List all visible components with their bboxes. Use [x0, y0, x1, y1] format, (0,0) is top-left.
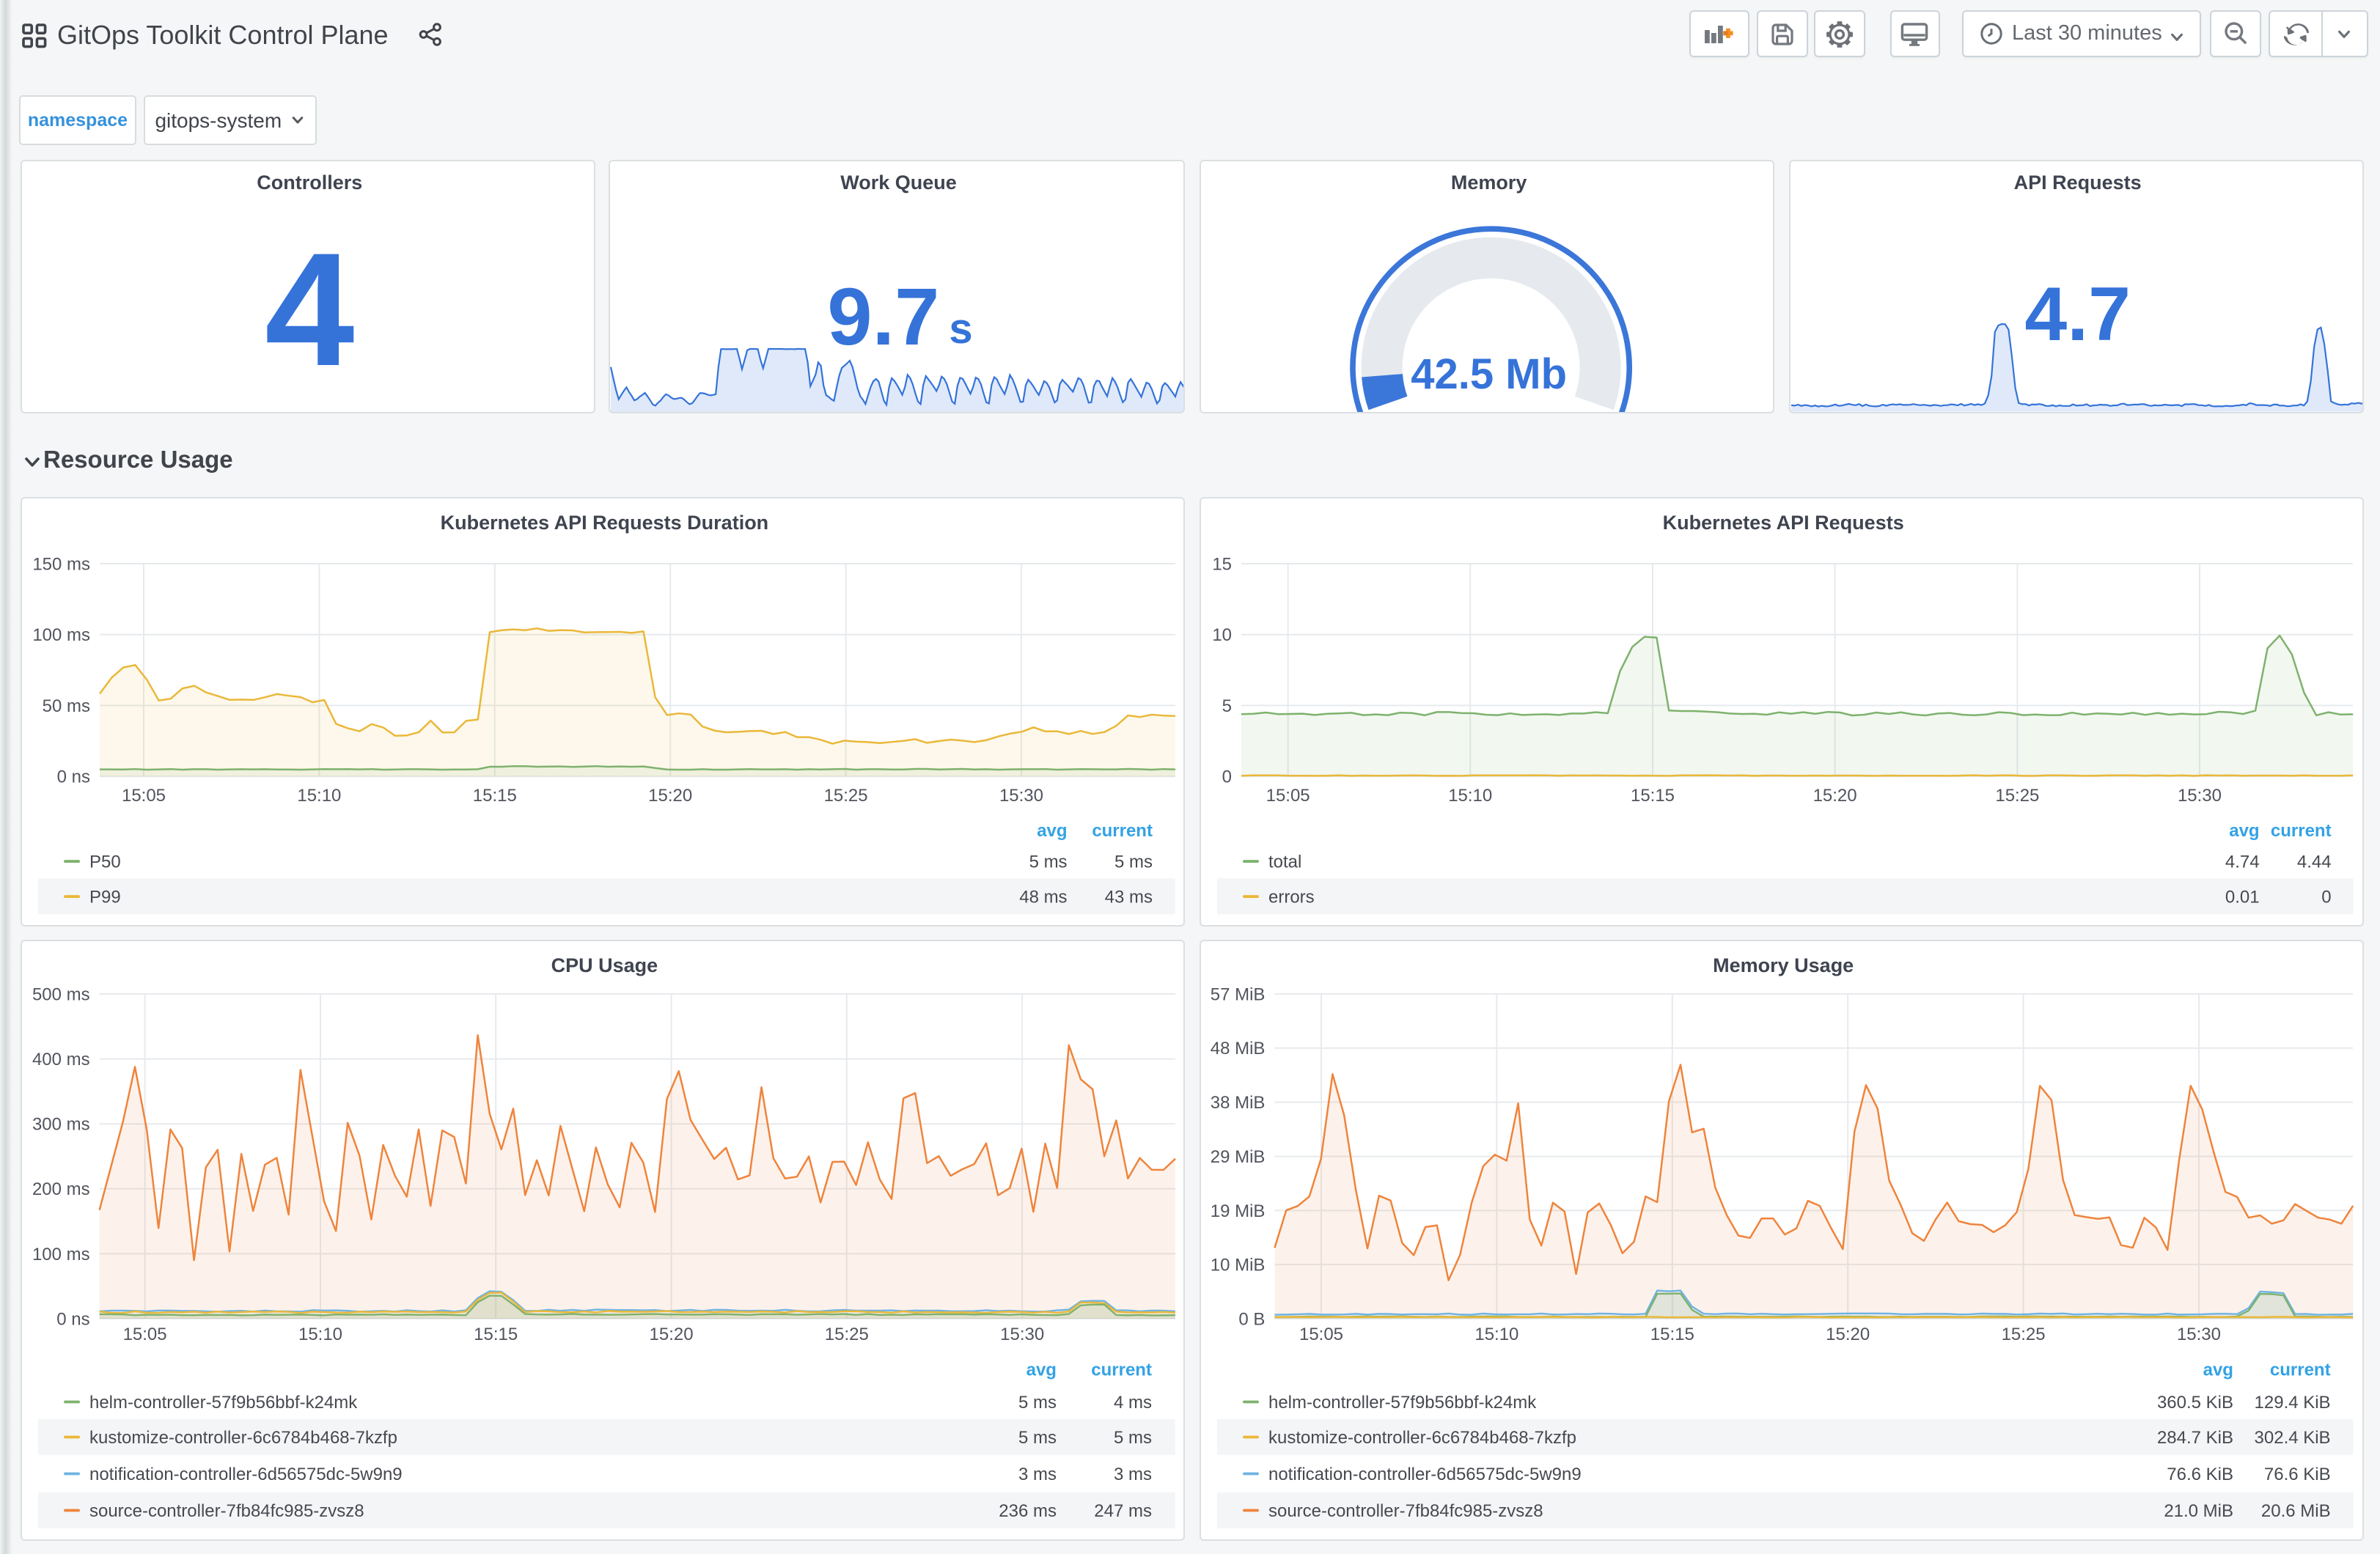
svg-text:errors: errors: [1268, 888, 1315, 907]
svg-text:15:25: 15:25: [2002, 1325, 2046, 1344]
svg-text:helm-controller-57f9b56bbf-k24: helm-controller-57f9b56bbf-k24mk: [89, 1393, 358, 1413]
svg-text:15:30: 15:30: [2178, 786, 2222, 806]
svg-text:notification-controller-6d5657: notification-controller-6d56575dc-5w9n9: [1268, 1465, 1582, 1485]
svg-text:15:20: 15:20: [650, 1325, 694, 1344]
svg-text:19 MiB: 19 MiB: [1211, 1201, 1266, 1221]
svg-text:360.5 KiB: 360.5 KiB: [2157, 1393, 2233, 1413]
svg-text:15:20: 15:20: [648, 786, 692, 806]
svg-text:29 MiB: 29 MiB: [1211, 1148, 1266, 1168]
svg-text:kustomize-controller-6c6784b46: kustomize-controller-6c6784b468-7kzfp: [1268, 1429, 1576, 1448]
svg-text:avg: avg: [2203, 1360, 2233, 1380]
svg-text:15:05: 15:05: [123, 1325, 167, 1344]
svg-text:source-controller-7fb84fc985-z: source-controller-7fb84fc985-zvsz8: [1268, 1502, 1543, 1522]
svg-text:5 ms: 5 ms: [1114, 853, 1153, 872]
svg-text:15:05: 15:05: [1299, 1325, 1343, 1344]
svg-text:15:20: 15:20: [1813, 786, 1857, 806]
svg-text:200 ms: 200 ms: [32, 1180, 90, 1200]
svg-text:15:10: 15:10: [297, 786, 341, 806]
svg-text:247 ms: 247 ms: [1094, 1502, 1152, 1522]
svg-text:kustomize-controller-6c6784b46: kustomize-controller-6c6784b468-7kzfp: [89, 1429, 397, 1448]
svg-text:50 ms: 50 ms: [43, 696, 90, 716]
svg-text:15:15: 15:15: [1650, 1325, 1694, 1344]
svg-text:284.7 KiB: 284.7 KiB: [2157, 1429, 2233, 1448]
svg-text:15:10: 15:10: [298, 1325, 342, 1344]
svg-text:15:20: 15:20: [1826, 1325, 1870, 1344]
svg-text:5: 5: [1222, 696, 1232, 716]
svg-text:15: 15: [1213, 554, 1233, 574]
svg-text:48 ms: 48 ms: [1019, 888, 1067, 907]
svg-text:76.6 KiB: 76.6 KiB: [2264, 1465, 2331, 1485]
svg-text:helm-controller-57f9b56bbf-k24: helm-controller-57f9b56bbf-k24mk: [1268, 1393, 1537, 1413]
svg-text:3 ms: 3 ms: [1018, 1465, 1057, 1485]
svg-text:150 ms: 150 ms: [32, 554, 90, 574]
svg-text:15:15: 15:15: [473, 786, 517, 806]
svg-text:400 ms: 400 ms: [32, 1050, 90, 1070]
svg-text:15:30: 15:30: [2177, 1325, 2221, 1344]
svg-text:10: 10: [1213, 625, 1233, 645]
svg-text:76.6 KiB: 76.6 KiB: [2167, 1465, 2234, 1485]
svg-text:source-controller-7fb84fc985-z: source-controller-7fb84fc985-zvsz8: [89, 1502, 364, 1522]
svg-text:21.0 MiB: 21.0 MiB: [2164, 1502, 2234, 1522]
svg-text:15:30: 15:30: [999, 786, 1043, 806]
svg-text:15:10: 15:10: [1475, 1325, 1519, 1344]
svg-text:0: 0: [2322, 888, 2332, 907]
svg-text:300 ms: 300 ms: [32, 1115, 90, 1135]
svg-text:15:25: 15:25: [825, 1325, 869, 1344]
svg-text:avg: avg: [1026, 1360, 1057, 1380]
svg-text:P99: P99: [89, 888, 121, 907]
svg-text:48 MiB: 48 MiB: [1211, 1039, 1266, 1059]
svg-text:15:25: 15:25: [824, 786, 868, 806]
svg-text:0 ns: 0 ns: [56, 1310, 89, 1330]
svg-text:current: current: [1092, 821, 1153, 841]
svg-text:4.44: 4.44: [2297, 853, 2332, 872]
svg-text:10 MiB: 10 MiB: [1211, 1256, 1266, 1275]
svg-text:3 ms: 3 ms: [1114, 1465, 1152, 1485]
svg-text:15:30: 15:30: [1000, 1325, 1044, 1344]
svg-text:avg: avg: [1037, 821, 1067, 841]
svg-text:0.01: 0.01: [2225, 888, 2260, 907]
svg-text:5 ms: 5 ms: [1018, 1393, 1057, 1413]
svg-text:5 ms: 5 ms: [1018, 1429, 1057, 1448]
svg-text:15:25: 15:25: [1996, 786, 2040, 806]
svg-text:5 ms: 5 ms: [1114, 1429, 1152, 1448]
svg-text:current: current: [2271, 821, 2332, 841]
svg-text:15:10: 15:10: [1449, 786, 1493, 806]
svg-text:current: current: [2270, 1360, 2331, 1380]
svg-text:15:15: 15:15: [1631, 786, 1675, 806]
svg-text:0 B: 0 B: [1239, 1310, 1266, 1330]
svg-text:38 MiB: 38 MiB: [1211, 1094, 1266, 1113]
svg-text:P50: P50: [89, 853, 121, 872]
svg-text:500 ms: 500 ms: [32, 985, 90, 1005]
svg-text:236 ms: 236 ms: [999, 1502, 1057, 1522]
svg-text:20.6 MiB: 20.6 MiB: [2261, 1502, 2331, 1522]
svg-text:0: 0: [1222, 767, 1232, 787]
svg-text:15:15: 15:15: [474, 1325, 518, 1344]
svg-text:43 ms: 43 ms: [1105, 888, 1153, 907]
svg-text:0 ns: 0 ns: [57, 767, 90, 787]
svg-text:57 MiB: 57 MiB: [1211, 985, 1266, 1005]
svg-text:129.4 KiB: 129.4 KiB: [2255, 1393, 2331, 1413]
svg-text:4.74: 4.74: [2225, 853, 2260, 872]
svg-text:total: total: [1268, 853, 1301, 872]
svg-text:notification-controller-6d5657: notification-controller-6d56575dc-5w9n9: [89, 1465, 403, 1485]
svg-text:5 ms: 5 ms: [1029, 853, 1068, 872]
svg-text:100 ms: 100 ms: [32, 625, 90, 645]
svg-text:4 ms: 4 ms: [1114, 1393, 1152, 1413]
svg-text:15:05: 15:05: [1266, 786, 1310, 806]
svg-text:current: current: [1091, 1360, 1152, 1380]
svg-text:302.4 KiB: 302.4 KiB: [2255, 1429, 2331, 1448]
svg-text:avg: avg: [2230, 821, 2260, 841]
svg-text:100 ms: 100 ms: [32, 1245, 90, 1264]
svg-text:15:05: 15:05: [122, 786, 166, 806]
